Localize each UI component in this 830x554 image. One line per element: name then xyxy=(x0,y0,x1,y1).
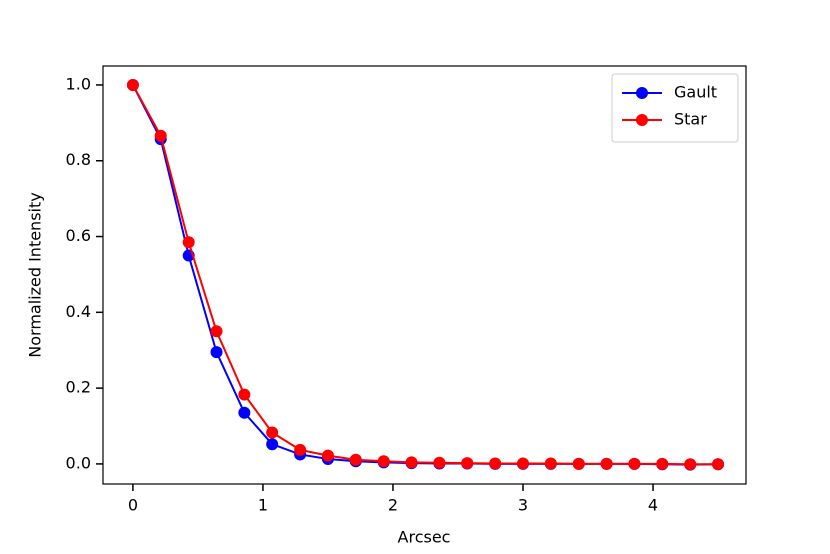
y-tick-label: 0.8 xyxy=(66,150,91,169)
legend-marker xyxy=(636,114,648,126)
data-point xyxy=(572,457,585,470)
legend-marker xyxy=(636,87,648,99)
y-axis-label: Normalized Intensity xyxy=(26,192,45,357)
x-tick-label: 1 xyxy=(258,496,268,515)
y-tick-label: 0.6 xyxy=(66,226,91,245)
plot-frame xyxy=(102,65,747,485)
data-point xyxy=(684,458,697,471)
x-axis-label: Arcsec xyxy=(398,528,451,547)
data-point xyxy=(266,438,279,451)
data-point xyxy=(489,457,502,470)
x-tick-label: 4 xyxy=(648,496,658,515)
data-point xyxy=(238,406,251,419)
y-tick-label: 1.0 xyxy=(66,74,91,93)
data-point xyxy=(154,129,167,142)
data-point xyxy=(712,458,725,471)
data-point xyxy=(377,455,390,468)
data-point xyxy=(405,456,418,469)
y-tick-label: 0.4 xyxy=(66,302,91,321)
data-point xyxy=(461,457,474,470)
data-point xyxy=(294,443,307,456)
data-point xyxy=(433,456,446,469)
data-point xyxy=(210,346,223,359)
legend-label: Gault xyxy=(674,83,717,102)
data-point xyxy=(600,457,613,470)
x-tick-label: 2 xyxy=(388,496,398,515)
data-point xyxy=(210,325,223,338)
y-tick-label: 0.2 xyxy=(66,378,91,397)
y-tick-label: 0.0 xyxy=(66,453,91,472)
legend-label: Star xyxy=(674,110,707,129)
data-point xyxy=(321,449,334,462)
data-point xyxy=(126,78,139,91)
data-point xyxy=(516,457,529,470)
x-tick-label: 0 xyxy=(128,496,138,515)
x-tick-label: 3 xyxy=(518,496,528,515)
data-point xyxy=(238,388,251,401)
data-point xyxy=(182,236,195,249)
data-point xyxy=(656,457,669,470)
data-point xyxy=(544,457,557,470)
data-point xyxy=(266,426,279,439)
data-point xyxy=(628,457,641,470)
series-line xyxy=(132,84,719,466)
data-point xyxy=(349,453,362,466)
